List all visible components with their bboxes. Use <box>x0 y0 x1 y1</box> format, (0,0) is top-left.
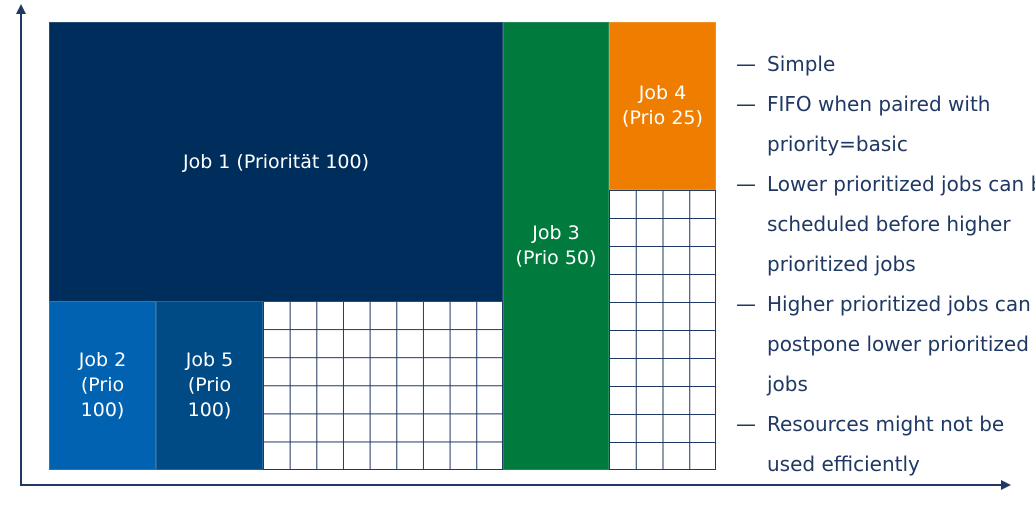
list-item-text: FIFO when paired with priority=basic <box>767 92 991 156</box>
properties-list: — Simple — FIFO when paired with priorit… <box>736 44 1035 484</box>
job-5-prio-label: (Prio <box>187 374 232 396</box>
job-5-prio-value: 100) <box>187 399 232 421</box>
x-axis <box>20 484 1004 486</box>
list-item: — Lower prioritized jobs can be schedule… <box>736 164 1035 284</box>
list-dash: — <box>736 412 756 436</box>
list-item: — Higher prioritized jobs can postpone l… <box>736 284 1035 404</box>
job-1-block: Job 1 (Priorität 100) <box>49 22 503 302</box>
list-item: — Resources might not be used efficientl… <box>736 404 1035 484</box>
list-dash: — <box>736 92 756 116</box>
list-item-text: Lower prioritized jobs can be scheduled … <box>767 172 1035 276</box>
x-axis-arrow <box>1001 480 1011 490</box>
free-resources-grid-middle <box>263 301 503 470</box>
job-2-prio-value: 100) <box>80 399 125 421</box>
list-item: — FIFO when paired with priority=basic <box>736 84 1035 164</box>
job-3-prio-label: (Prio 50) <box>515 247 597 269</box>
y-axis <box>20 12 22 486</box>
job-5-label: Job 5 <box>185 349 234 371</box>
job-4-prio-label: (Prio 25) <box>622 107 703 129</box>
y-axis-arrow <box>16 4 26 14</box>
list-dash: — <box>736 292 756 316</box>
list-item: — Simple <box>736 44 1035 84</box>
job-5-block: Job 5 (Prio 100) <box>156 301 263 470</box>
job-2-label: Job 2 <box>78 349 127 371</box>
list-dash: — <box>736 172 756 196</box>
list-item-text: Simple <box>767 52 836 76</box>
job-3-label: Job 3 <box>532 222 580 244</box>
list-item-text: Resources might not be used efficiently <box>767 412 1005 476</box>
job-4-block: Job 4 (Prio 25) <box>609 22 716 190</box>
free-resources-grid-right <box>609 190 716 470</box>
job-3-block: Job 3 (Prio 50) <box>503 22 609 470</box>
list-item-text: Higher prioritized jobs can postpone low… <box>767 292 1031 396</box>
job-2-prio-label: (Prio <box>80 374 125 396</box>
job-1-label: Job 1 (Priorität 100) <box>182 150 370 173</box>
job-4-label: Job 4 <box>638 82 687 104</box>
job-2-block: Job 2 (Prio 100) <box>49 301 156 470</box>
list-dash: — <box>736 52 756 76</box>
